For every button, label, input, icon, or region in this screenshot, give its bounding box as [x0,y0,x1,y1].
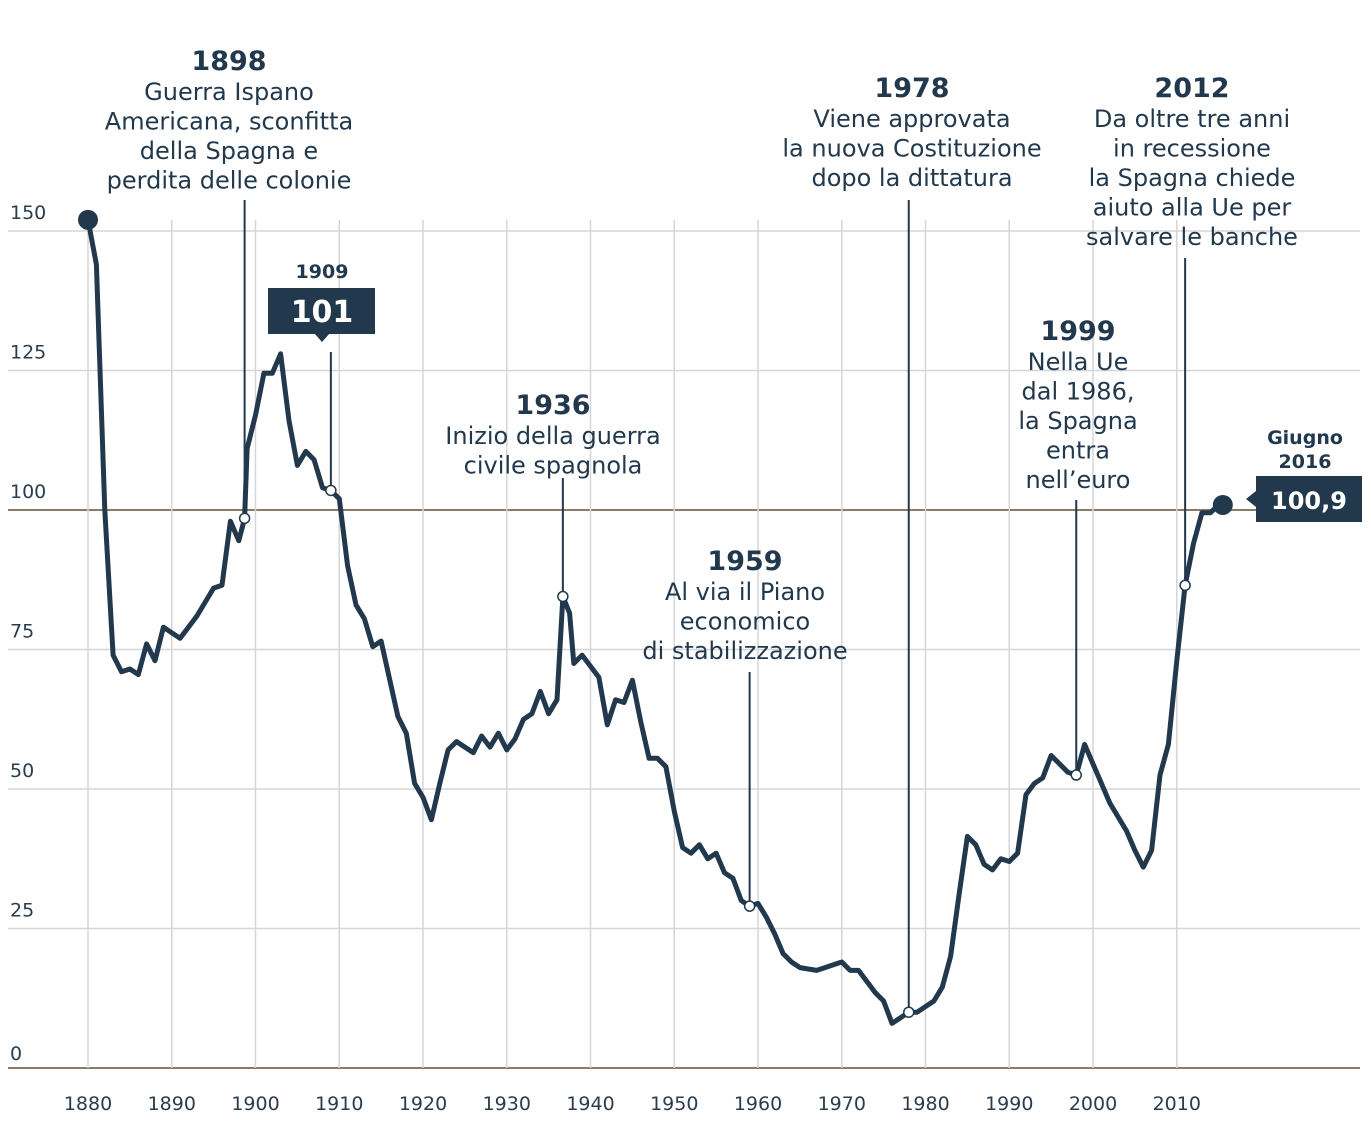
y-tick-label: 0 [10,1043,22,1065]
callout-pointer [1246,491,1256,507]
series-line [85,217,1222,1026]
callout-box [268,288,375,334]
x-tick-label: 1930 [483,1093,531,1115]
annotation-text: in recessione [1113,135,1271,163]
annotation-text: aiuto alla Ue per [1093,194,1292,222]
callout-value: 101 [291,295,354,330]
annotation-text: Inizio della guerra [445,422,660,450]
x-tick-label: 1920 [399,1093,447,1115]
annotation-text: Al via il Piano [665,578,825,606]
annotation-year: 1959 [707,546,782,577]
y-tick-label: 100 [10,481,46,503]
x-tick-label: 1890 [148,1093,196,1115]
callout-label: Giugno [1267,427,1343,449]
x-tick-label: 2010 [1153,1093,1201,1115]
annotation-text: Viene approvata [813,105,1010,133]
event-marker [557,590,569,603]
x-tick-label: 1970 [818,1093,866,1115]
annotation-year: 1936 [515,390,590,421]
endpoint-marker [78,209,98,230]
annotation-text: la Spagna chiede [1089,164,1296,192]
event-marker [325,484,337,497]
event-marker [238,512,251,525]
event-marker [1070,769,1082,781]
annotation-text: civile spagnola [464,452,643,480]
x-tick-label: 1950 [650,1093,698,1115]
annotation-year: 1978 [874,73,949,104]
x-tick-label: 1880 [64,1093,112,1115]
data-markers [78,209,1233,1018]
grid-lines [8,220,1360,1069]
annotation-text: perdita delle colonie [107,167,352,195]
x-tick-label: 2000 [1069,1093,1117,1115]
event-marker [743,900,756,912]
callout-label: 1909 [296,261,349,283]
annotation-text: entra [1046,437,1110,465]
annotation-text: della Spagna e [140,137,318,165]
annotation-text: nell’euro [1026,466,1131,494]
callout-1909: 1909 101 [268,261,375,342]
event-marker [903,1006,915,1018]
annotation-text: salvare le banche [1086,223,1298,251]
x-tick-label: 1900 [231,1093,279,1115]
annotation-text: Da oltre tre anni [1094,105,1290,133]
y-axis-ticks: 0 25 50 75 100 125 150 [10,202,46,1065]
annotation-year: 1999 [1040,316,1115,347]
annotation-text: Americana, sconfitta [105,108,353,136]
annotation-text: la Spagna [1018,407,1137,435]
y-tick-label: 50 [10,760,34,782]
annotation-text: Guerra Ispano [144,78,314,106]
annotation-text: dal 1986, [1022,378,1135,406]
y-tick-label: 25 [10,900,34,922]
annotation-text: Nella Ue [1028,348,1129,376]
y-tick-label: 125 [10,342,46,364]
x-tick-label: 1980 [901,1093,949,1115]
x-tick-label: 1910 [315,1093,363,1115]
x-tick-label: 1990 [985,1093,1033,1115]
callout-label: 2016 [1279,451,1332,473]
callout-box [1256,476,1362,522]
callout-value: 100,9 [1271,487,1347,515]
callout-pointer [314,333,330,342]
x-tick-label: 1960 [734,1093,782,1115]
annotation-text: di stabilizzazione [642,637,847,665]
annotation-text: dopo la dittatura [811,164,1012,192]
x-axis-ticks: 1880 1890 1900 1910 1920 1930 1940 1950 1960 1970… [64,1093,1201,1115]
annotation-text: la nuova Costituzione [782,135,1041,163]
annotation-text: economico [680,608,810,636]
x-tick-label: 1940 [566,1093,614,1115]
annotation-year: 2012 [1154,73,1229,104]
event-marker [1179,579,1191,592]
endpoint-marker [1212,494,1233,515]
y-tick-label: 75 [10,621,34,643]
annotation-year: 1898 [191,46,266,77]
y-tick-label: 150 [10,202,46,224]
